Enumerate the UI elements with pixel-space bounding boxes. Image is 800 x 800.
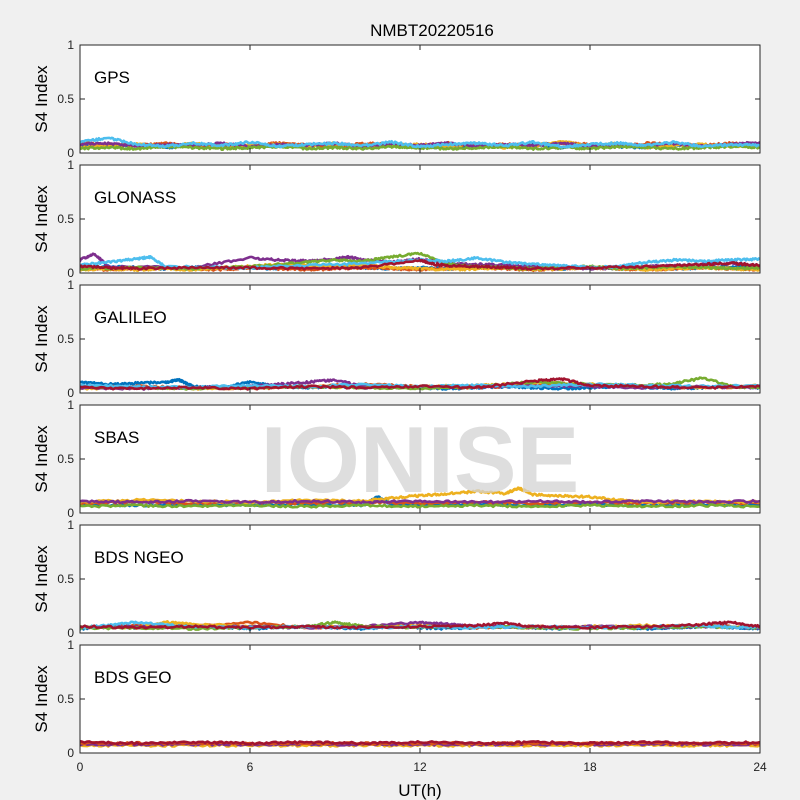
panels-group: 0 0.5 1 GPS S4 Index 0 0.5 1 GLONASS S4 Index 0 0.5… xyxy=(32,38,767,774)
y-axis-label: S4 Index xyxy=(32,65,51,133)
panel-sbas: 0 0.5 1 SBAS S4 Index xyxy=(32,398,761,520)
panel-data-group xyxy=(80,619,760,632)
y-tick-label: 1 xyxy=(67,38,74,52)
panel-plot-area xyxy=(80,525,760,633)
watermark-text: IONISE xyxy=(261,407,580,512)
y-tick-label: 1 xyxy=(67,278,74,292)
y-tick-label: 0 xyxy=(67,626,74,640)
panel-system-label: SBAS xyxy=(94,428,139,447)
y-tick-label: 0.5 xyxy=(57,92,74,106)
y-tick-label: 0.5 xyxy=(57,572,74,586)
y-tick-label: 1 xyxy=(67,158,74,172)
panel-data-group xyxy=(80,739,760,748)
y-tick-label: 0 xyxy=(67,146,74,160)
x-tick-label: 24 xyxy=(753,760,767,774)
y-axis-label: S4 Index xyxy=(32,305,51,373)
y-tick-label: 0.5 xyxy=(57,452,74,466)
y-tick-label: 0 xyxy=(67,506,74,520)
y-axis-label: S4 Index xyxy=(32,665,51,733)
panel-system-label: BDS NGEO xyxy=(94,548,184,567)
y-tick-label: 0.5 xyxy=(57,692,74,706)
panel-data-group xyxy=(80,486,760,509)
series-line xyxy=(80,620,760,630)
series-line xyxy=(80,258,760,271)
panel-system-label: GALILEO xyxy=(94,308,167,327)
series-line xyxy=(80,136,760,149)
panel-gps: 0 0.5 1 GPS S4 Index xyxy=(32,38,761,160)
series-line xyxy=(80,498,760,505)
panel-data-group xyxy=(80,136,760,151)
y-tick-label: 1 xyxy=(67,638,74,652)
panel-system-label: GLONASS xyxy=(94,188,176,207)
panel-system-label: BDS GEO xyxy=(94,668,171,687)
series-line xyxy=(80,377,760,391)
x-tick-label: 18 xyxy=(583,760,597,774)
y-tick-label: 0 xyxy=(67,386,74,400)
panel-system-label: GPS xyxy=(94,68,130,87)
panel-data-group xyxy=(80,376,760,391)
y-tick-label: 0 xyxy=(67,266,74,280)
series-line xyxy=(80,503,760,509)
panel-galileo: 0 0.5 1 GALILEO S4 Index xyxy=(32,278,761,400)
panel-bds-ngeo: 0 0.5 1 BDS NGEO S4 Index xyxy=(32,518,761,640)
y-tick-label: 0 xyxy=(67,746,74,760)
series-line xyxy=(80,254,760,270)
x-tick-label: 6 xyxy=(247,760,254,774)
y-axis-label: S4 Index xyxy=(32,425,51,493)
y-tick-label: 1 xyxy=(67,398,74,412)
series-line xyxy=(80,739,760,746)
y-tick-label: 1 xyxy=(67,518,74,532)
chart-title: NMBT20220516 xyxy=(370,21,494,40)
panel-plot-area xyxy=(80,165,760,273)
panel-plot-area xyxy=(80,645,760,753)
panel-glonass: 0 0.5 1 GLONASS S4 Index xyxy=(32,158,761,280)
panel-plot-area xyxy=(80,45,760,153)
panel-plot-area xyxy=(80,285,760,393)
y-axis-label: S4 Index xyxy=(32,185,51,253)
x-axis-label: UT(h) xyxy=(398,781,441,800)
y-axis-label: S4 Index xyxy=(32,545,51,613)
y-tick-label: 0.5 xyxy=(57,332,74,346)
x-tick-label: 0 xyxy=(77,760,84,774)
x-tick-label: 12 xyxy=(413,760,427,774)
panel-bds-geo: 0 0.5 1 0 6 12 18 24 BDS GEO S4 Index xyxy=(32,638,767,774)
y-tick-label: 0.5 xyxy=(57,212,74,226)
